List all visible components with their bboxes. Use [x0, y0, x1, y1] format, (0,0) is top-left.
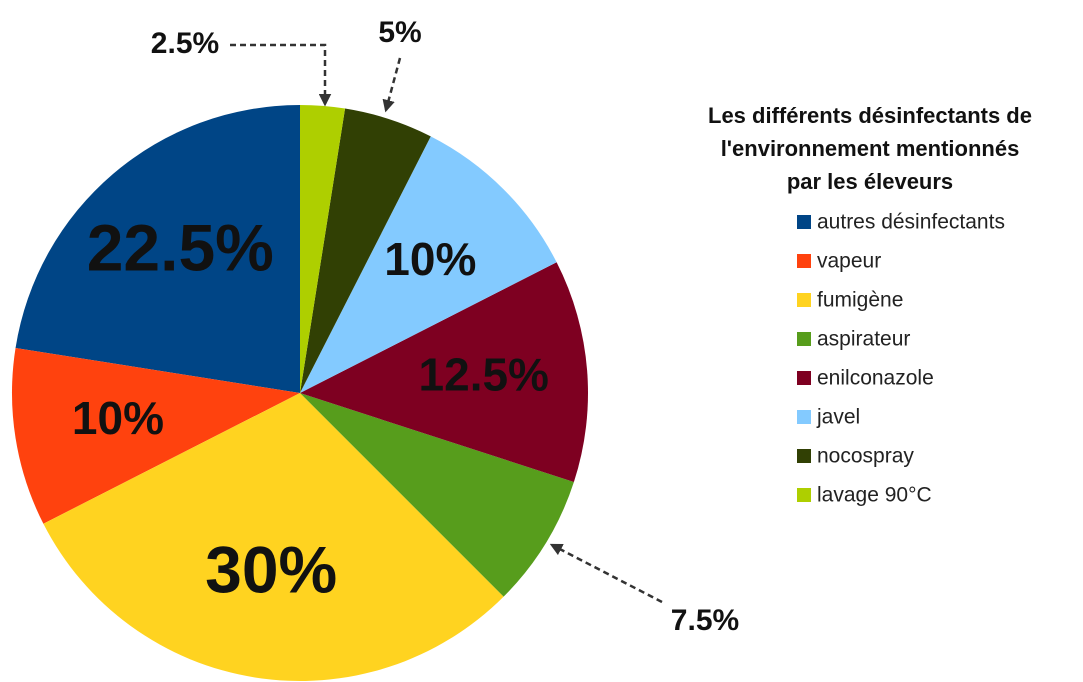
pie-slice	[300, 393, 574, 597]
legend-title: par les éleveurs	[787, 169, 953, 194]
data-label: 7.5%	[671, 604, 739, 637]
legend-label: enilconazole	[817, 367, 934, 390]
legend-title: l'environnement mentionnés	[721, 136, 1020, 161]
pie-slice	[300, 136, 557, 393]
pie-slice	[300, 108, 431, 393]
data-label: 10%	[72, 392, 164, 444]
legend-swatch	[797, 332, 811, 346]
legend-swatch	[797, 488, 811, 502]
data-label: 5%	[378, 16, 421, 49]
legend-label: nocospray	[817, 445, 914, 468]
data-label: 30%	[205, 532, 337, 606]
legend-label: lavage 90°C	[817, 484, 932, 507]
pie-slice	[300, 105, 346, 393]
pie-slice	[15, 105, 301, 393]
legend-swatch	[797, 449, 811, 463]
legend-swatch	[797, 371, 811, 385]
callout-arrow	[382, 57, 402, 113]
pie-slice	[300, 262, 588, 482]
legend-label: autres désinfectants	[817, 211, 1005, 234]
callout-arrow	[549, 543, 663, 604]
data-label: 12.5%	[419, 349, 549, 401]
legend-label: vapeur	[817, 250, 881, 273]
pie-slice	[43, 393, 504, 681]
pie-slice	[12, 347, 301, 524]
legend-swatch	[797, 215, 811, 229]
legend-swatch	[797, 410, 811, 424]
legend-swatch	[797, 293, 811, 307]
legend-label: fumigène	[817, 289, 903, 312]
callout-arrow	[230, 43, 332, 107]
legend-title: Les différents désinfectants de	[708, 103, 1032, 128]
data-label: 10%	[384, 233, 476, 285]
legend-swatch	[797, 254, 811, 268]
legend-label: javel	[816, 406, 860, 429]
legend-label: aspirateur	[817, 328, 910, 351]
data-label: 2.5%	[151, 27, 219, 60]
data-label: 22.5%	[87, 210, 274, 284]
